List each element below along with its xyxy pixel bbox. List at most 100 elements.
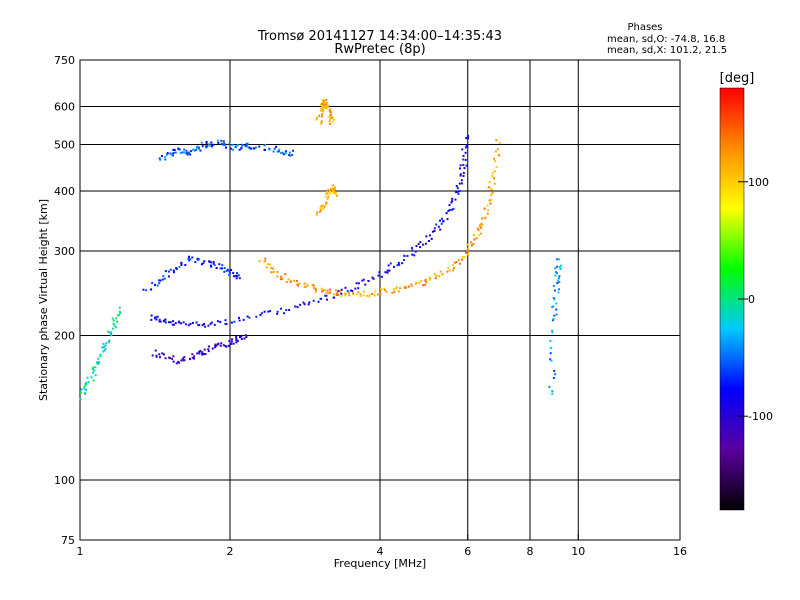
- scatter-point: [559, 268, 562, 270]
- scatter-point: [211, 347, 214, 350]
- scatter-point: [226, 268, 229, 271]
- scatter-point: [228, 270, 231, 273]
- scatter-point: [326, 298, 328, 301]
- scatter-point: [172, 271, 175, 274]
- scatter-point: [334, 289, 337, 292]
- scatter-point: [169, 321, 172, 324]
- scatter-point: [498, 141, 501, 144]
- y-tick-label: 600: [54, 101, 75, 114]
- scatter-point: [289, 280, 292, 283]
- scatter-point: [80, 388, 83, 391]
- scatter-point: [182, 359, 185, 362]
- scatter-point: [102, 342, 105, 345]
- scatter-point: [322, 103, 325, 106]
- scatter-point: [337, 290, 340, 292]
- scatter-point: [91, 368, 94, 371]
- scatter-point: [465, 144, 468, 147]
- scatter-point: [203, 348, 206, 351]
- scatter-point: [352, 293, 355, 296]
- scatter-point: [336, 195, 339, 197]
- scatter-point: [555, 313, 558, 316]
- scatter-point: [164, 321, 167, 324]
- scatter-point: [287, 278, 290, 281]
- scatter-point: [235, 277, 238, 280]
- scatter-point: [371, 276, 374, 279]
- scatter-point: [217, 320, 219, 323]
- scatter-point: [285, 281, 288, 283]
- scatter-point: [465, 146, 467, 149]
- scatter-point: [180, 322, 183, 325]
- scatter-point: [299, 303, 302, 306]
- scatter-point: [204, 353, 207, 355]
- scatter-point: [490, 187, 492, 190]
- scatter-point: [556, 258, 559, 261]
- scatter-point: [479, 226, 482, 229]
- scatter-point: [452, 264, 455, 267]
- colorbar-ticks: 100 0 -100: [738, 176, 773, 423]
- scatter-point: [340, 292, 343, 295]
- scatter-point: [425, 281, 428, 284]
- scatter-point: [236, 340, 239, 342]
- scatter-point: [331, 184, 334, 187]
- scatter-point: [331, 190, 334, 193]
- scatter-point: [219, 267, 222, 270]
- scatter-point: [557, 288, 560, 291]
- scatter-point: [493, 177, 496, 180]
- scatter-point: [263, 260, 266, 263]
- scatter-point: [327, 104, 330, 107]
- scatter-point: [414, 250, 417, 253]
- scatter-point: [372, 277, 375, 280]
- scatter-point: [93, 369, 96, 372]
- scatter-point: [213, 264, 216, 267]
- scatter-point: [318, 114, 321, 117]
- scatter-point: [197, 258, 200, 261]
- scatter-point: [549, 339, 552, 342]
- scatter-point: [376, 293, 379, 296]
- scatter-point: [431, 230, 434, 233]
- scatter-point: [241, 144, 244, 147]
- scatter-point: [430, 237, 433, 240]
- scatter-point: [198, 351, 201, 353]
- scatter-point: [231, 338, 233, 341]
- scatter-point: [319, 109, 322, 112]
- scatter-point: [398, 263, 401, 266]
- scatter-point: [304, 285, 307, 288]
- scatter-point: [243, 337, 246, 340]
- scatter-point: [367, 280, 370, 282]
- scatter-point: [328, 123, 331, 126]
- scatter-point: [456, 187, 459, 190]
- scatter-point: [161, 352, 164, 355]
- scatter-point: [321, 106, 323, 108]
- scatter-point: [317, 300, 320, 303]
- scatter-point: [189, 322, 192, 325]
- scatter-point: [321, 102, 324, 105]
- scatter-point: [550, 347, 552, 349]
- scatter-point: [357, 282, 360, 285]
- scatter-point: [115, 317, 118, 320]
- scatter-point: [224, 144, 227, 147]
- scatter-point: [462, 172, 465, 174]
- scatter-point: [312, 284, 315, 287]
- scatter-point: [111, 317, 114, 320]
- scatter-point: [422, 284, 425, 287]
- scatter-point: [227, 344, 230, 347]
- scatter-point: [236, 275, 239, 278]
- scatter-point: [354, 287, 357, 290]
- scatter-point: [272, 267, 275, 270]
- scatter-point: [154, 316, 157, 319]
- scatter-point: [481, 217, 484, 220]
- scatter-point: [96, 361, 98, 364]
- scatter-point: [85, 381, 88, 384]
- scatter-point: [483, 207, 486, 210]
- scatter-point: [419, 280, 422, 282]
- scatter-point: [284, 150, 287, 153]
- scatter-point: [175, 267, 178, 270]
- scatter-point: [276, 312, 279, 315]
- scatter-point: [446, 218, 449, 221]
- scatter-point: [223, 143, 225, 146]
- scatter-point: [350, 289, 352, 292]
- scatter-point: [368, 295, 371, 298]
- scatter-point: [269, 310, 272, 313]
- scatter-point: [386, 269, 389, 272]
- scatter-point: [324, 195, 327, 198]
